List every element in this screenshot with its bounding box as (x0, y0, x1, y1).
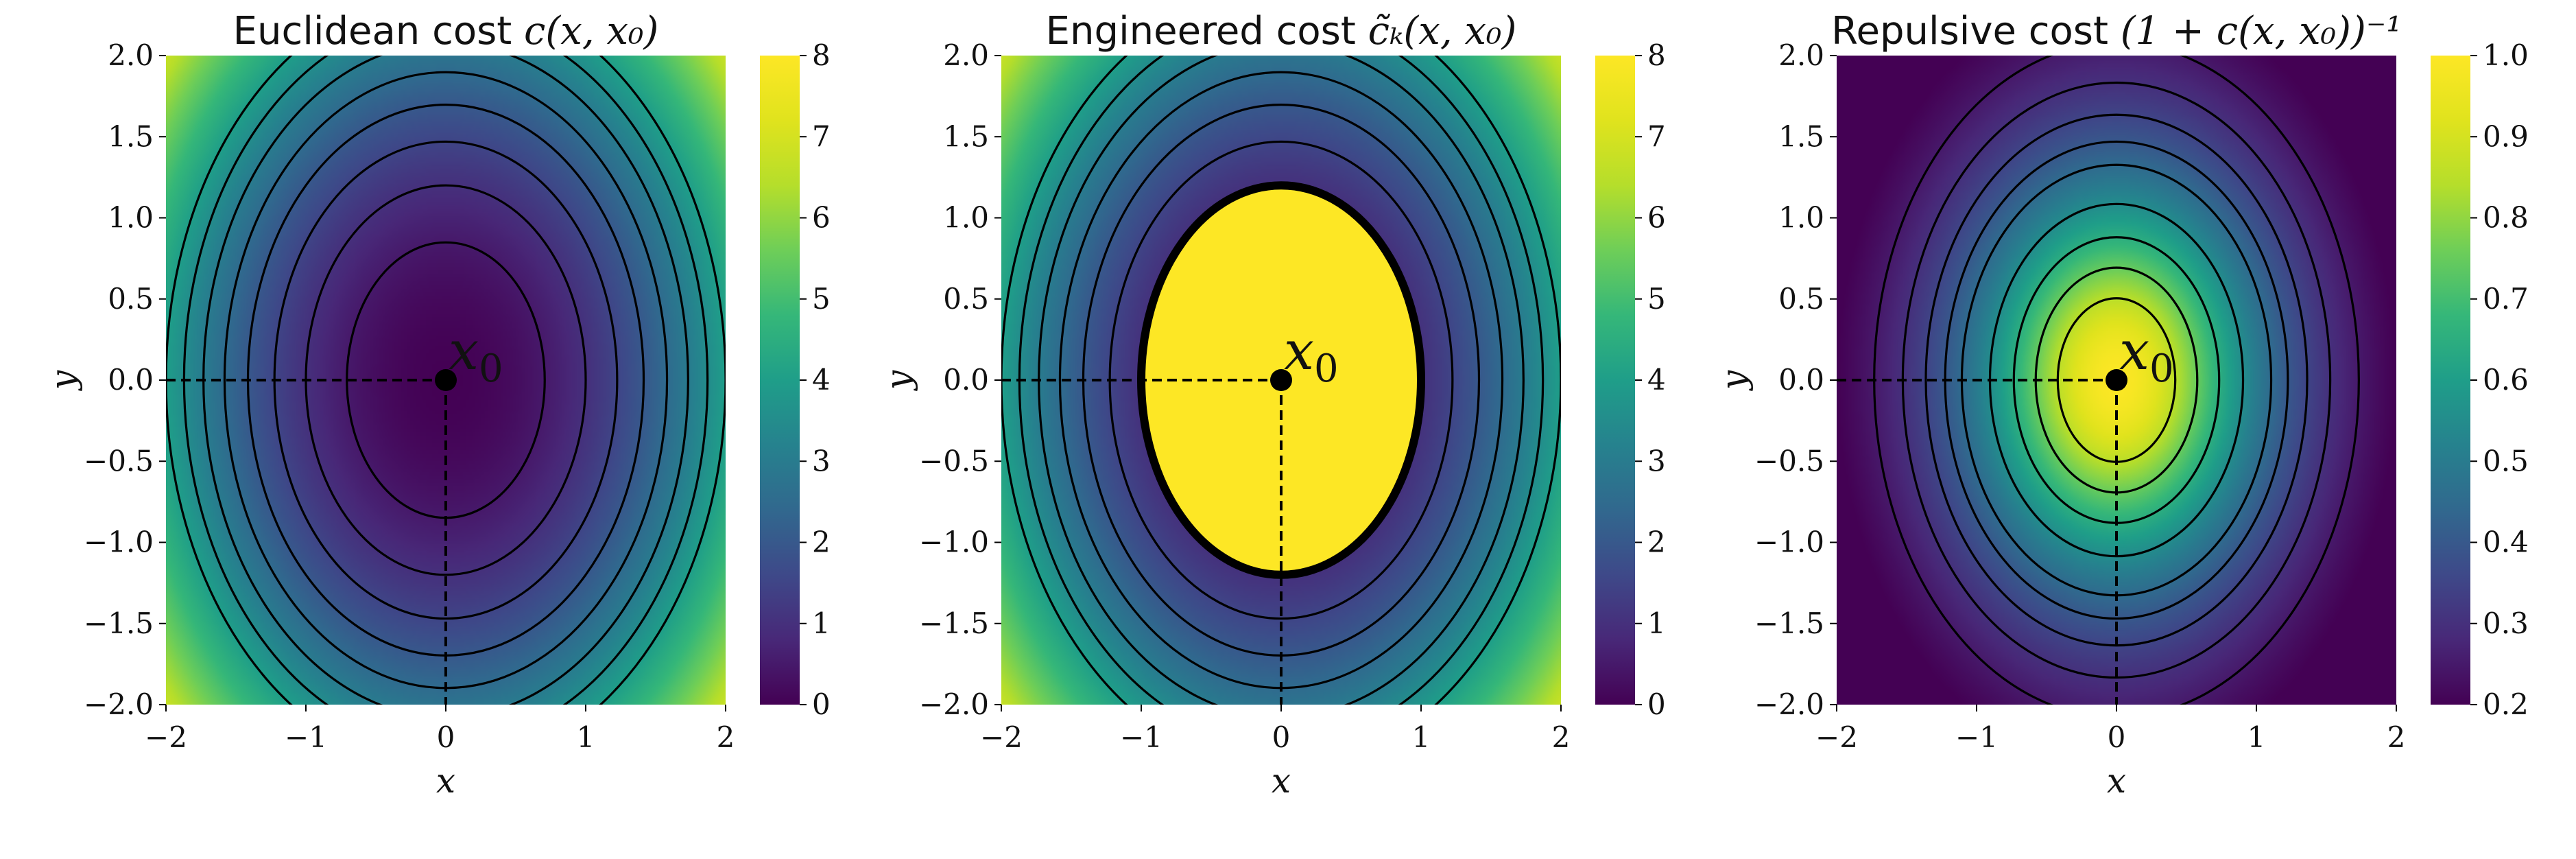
colorbar-tick-label: 0.9 (2483, 119, 2529, 153)
colorbar-tick-label: 0 (812, 687, 831, 721)
colorbar-tick-label: 0.8 (2483, 201, 2529, 235)
x-tick-label: −1 (285, 720, 327, 754)
y-tick-label: 0.0 (1778, 363, 1824, 397)
y-tick-label: −2.0 (84, 687, 154, 721)
x-tick-label: −2 (1815, 720, 1858, 754)
y-tick-label: 0.0 (108, 363, 154, 397)
chart-title: Repulsive cost (1 + c(x, x₀))⁻¹ (1831, 9, 2402, 54)
y-tick-label: 0.5 (1778, 282, 1824, 316)
point-x0 (435, 369, 457, 391)
y-tick-label: −2.0 (1754, 687, 1824, 721)
y-tick-label: 1.5 (1778, 119, 1824, 153)
colorbar-tick-label: 2 (812, 526, 831, 559)
x-tick-label: 0 (437, 720, 455, 754)
colorbar-tick-label: 0.5 (2483, 444, 2529, 478)
colorbar-tick-label: 7 (812, 119, 831, 153)
chart-panel-3: x0 −2 −1 0 1 2 2.0 1.5 1.0 0.5 0.0 −0.5 −1.0 −1.5 −2.0… (1714, 9, 2529, 801)
y-tick-label: −1.5 (84, 607, 154, 640)
y-tick-label: 0.5 (108, 282, 154, 316)
colorbar-tick-label: 4 (812, 363, 831, 397)
colorbar-tick-label: 0 (1647, 687, 1666, 721)
y-tick-label: −0.5 (1754, 444, 1824, 478)
y-tick-label: 2.0 (943, 38, 989, 72)
y-axis-label: y (1714, 370, 1754, 391)
y-tick-label: 1.0 (943, 201, 989, 235)
point-label: x0 (2119, 320, 2174, 391)
colorbar-tick-label: 8 (812, 38, 831, 72)
colorbar-tick-label: 8 (1647, 38, 1666, 72)
y-tick-label: −1.0 (84, 526, 154, 559)
x-tick-label: 2 (1552, 720, 1571, 754)
y-tick-label: 2.0 (1778, 38, 1824, 72)
colorbar-tick-label: 0.2 (2483, 687, 2529, 721)
y-tick-label: −1.0 (919, 526, 989, 559)
colorbar (760, 56, 800, 705)
point-x0 (2106, 369, 2127, 391)
colorbar-tick-label: 4 (1647, 363, 1666, 397)
x-tick-label: −2 (980, 720, 1023, 754)
y-tick-label: −0.5 (84, 444, 154, 478)
chart-panel-1: x 0 −2 −1 0 1 2 2.0 1.5 1.0 0.5 0.0 −0.5 −1.0 −1.5 −2.0… (43, 9, 831, 801)
x-tick-label: 2 (2387, 720, 2406, 754)
x-tick-label: 1 (1412, 720, 1431, 754)
y-tick-label: 1.0 (1778, 201, 1824, 235)
colorbar-tick-label: 6 (1647, 201, 1666, 235)
y-tick-label: 1.5 (943, 119, 989, 153)
y-tick-label: 0.0 (943, 363, 989, 397)
y-tick-label: 2.0 (108, 38, 154, 72)
x-tick-label: 1 (2247, 720, 2266, 754)
colorbar-tick-label: 6 (812, 201, 831, 235)
x-tick-label: 0 (1272, 720, 1291, 754)
y-tick-label: 1.0 (108, 201, 154, 235)
colorbar-tick-label: 5 (812, 282, 831, 316)
colorbar (1595, 56, 1635, 705)
y-tick-label: 0.5 (943, 282, 989, 316)
y-axis-label: y (43, 370, 83, 391)
y-tick-label: 1.5 (108, 119, 154, 153)
colorbar-tick-label: 0.3 (2483, 607, 2529, 640)
colorbar-tick-label: 0.4 (2483, 526, 2529, 559)
chart-title: Euclidean cost c(x, x₀) (233, 9, 659, 54)
colorbar-tick-label: 7 (1647, 119, 1666, 153)
y-tick-label: −1.5 (919, 607, 989, 640)
y-axis-label: y (879, 370, 918, 391)
y-tick-label: −2.0 (919, 687, 989, 721)
x-axis-label: x (2107, 761, 2126, 801)
colorbar-tick-label: 0.6 (2483, 363, 2529, 397)
x-tick-label: 0 (2108, 720, 2126, 754)
chart-title: Engineered cost c̃ₖ(x, x₀) (1046, 9, 1517, 54)
x-tick-label: 1 (577, 720, 595, 754)
y-tick-label: −1.0 (1754, 526, 1824, 559)
colorbar (2431, 56, 2470, 705)
x-tick-label: −1 (1120, 720, 1162, 754)
point-x0 (1270, 369, 1292, 391)
colorbar-tick-label: 3 (1647, 444, 1666, 478)
x-tick-label: 2 (717, 720, 735, 754)
y-tick-label: −1.5 (1754, 607, 1824, 640)
x-tick-label: −1 (1955, 720, 1998, 754)
x-axis-label: x (436, 761, 455, 801)
colorbar-tick-label: 1 (1647, 607, 1666, 640)
colorbar-tick-label: 5 (1647, 282, 1666, 316)
x-axis-label: x (1272, 761, 1291, 801)
colorbar-tick-label: 1 (812, 607, 831, 640)
x-tick-label: −2 (145, 720, 187, 754)
chart-panel-2: x 0 −2 −1 0 1 2 2.0 1.5 1.0 0.5 0.0 −0.5 −1.0 −1.5 −2.0… (879, 9, 1666, 801)
y-tick-label: −0.5 (919, 444, 989, 478)
colorbar-tick-label: 2 (1647, 526, 1666, 559)
colorbar-tick-label: 0.7 (2483, 282, 2529, 316)
colorbar-tick-label: 3 (812, 444, 831, 478)
colorbar-tick-label: 1.0 (2483, 38, 2529, 72)
